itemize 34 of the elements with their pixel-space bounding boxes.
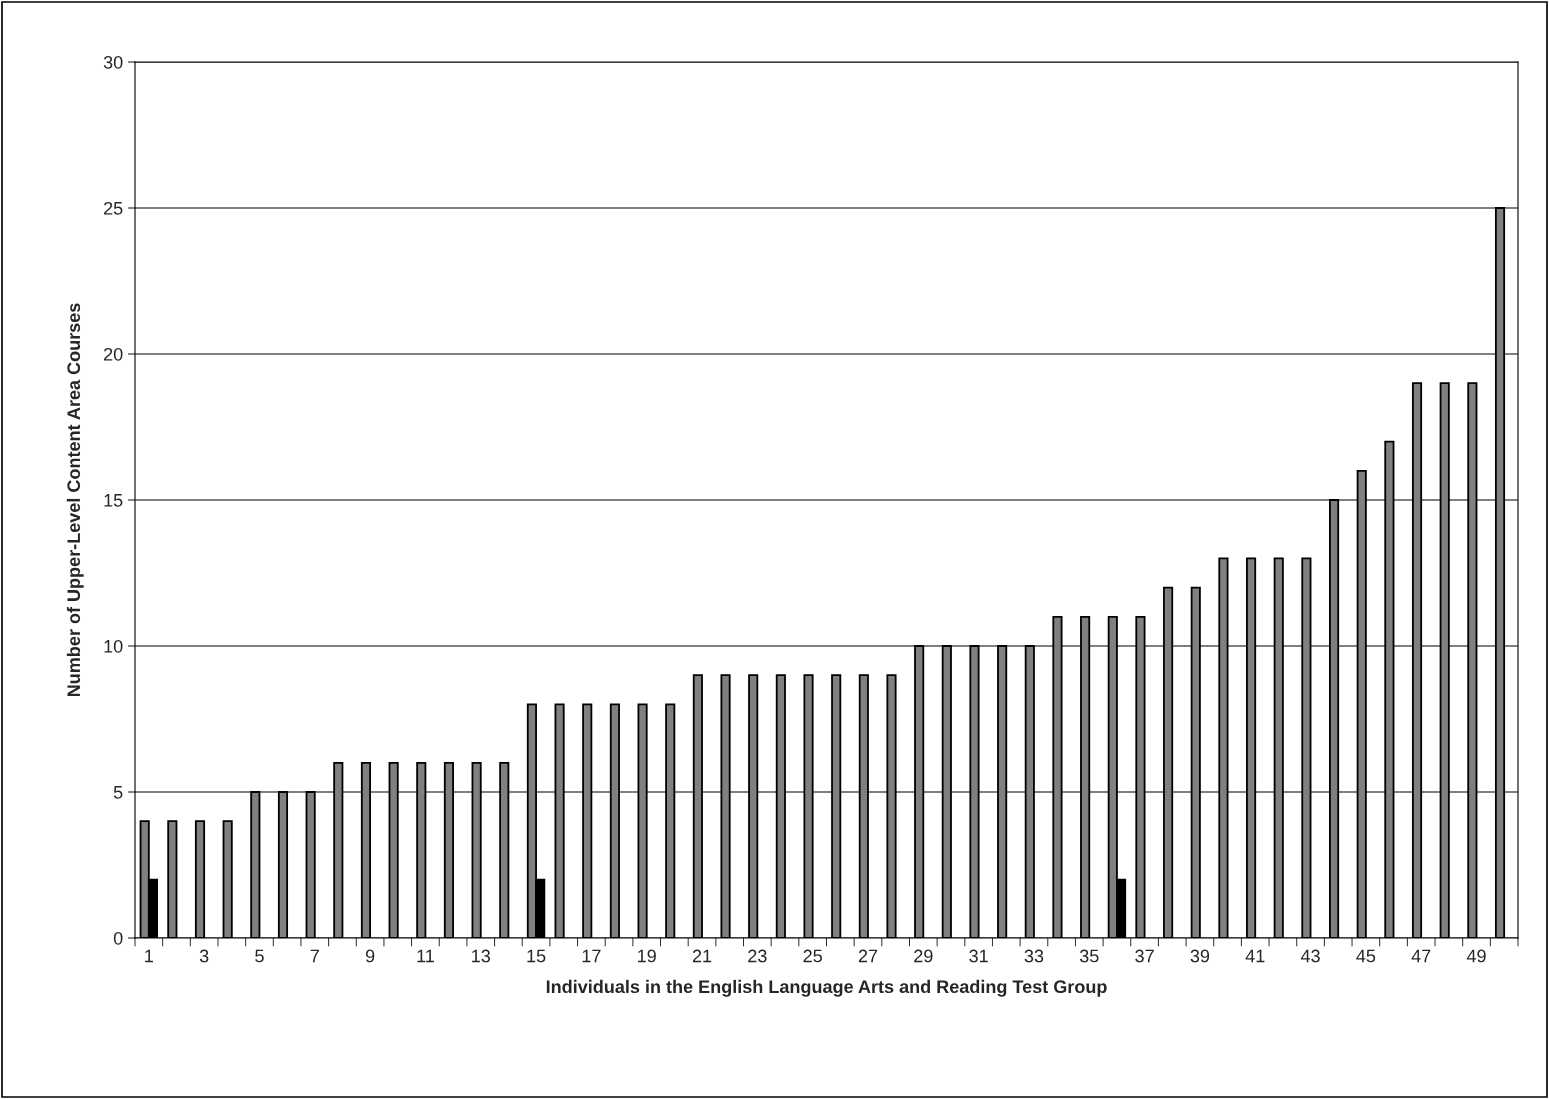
x-tick-label: 11 (417, 949, 434, 963)
x-tick-label: 3 (199, 949, 209, 963)
x-tick-label: 47 (1411, 949, 1431, 963)
x-tick-label: 31 (969, 949, 988, 963)
x-tick-label: 23 (748, 949, 767, 963)
x-tick-label: 45 (1356, 949, 1376, 963)
x-tick-label: 37 (1135, 949, 1154, 963)
x-tick-label: 21 (692, 949, 712, 963)
x-tick-label: 15 (527, 949, 546, 963)
y-tick-label: 15 (104, 494, 123, 507)
x-tick-label: 19 (638, 949, 656, 963)
y-tick-label: 0 (113, 931, 123, 945)
x-tick-label: 29 (914, 949, 933, 963)
x-tick-label: 43 (1300, 949, 1320, 963)
x-tick-label: 1 (145, 949, 153, 963)
y-axis-title: Number of Upper-Level Content Area Courses (66, 303, 84, 697)
x-tick-label: 49 (1466, 949, 1486, 963)
y-tick-label: 30 (103, 55, 123, 69)
x-tick-label: 35 (1079, 949, 1099, 963)
x-tick-label: 25 (803, 949, 822, 963)
y-tick-label: 20 (104, 347, 123, 361)
x-tick-label: 33 (1024, 949, 1044, 963)
x-tick-label: 27 (858, 949, 878, 963)
x-tick-label: 13 (472, 949, 490, 963)
x-tick-label: 5 (255, 949, 264, 963)
x-tick-label: 39 (1190, 949, 1210, 963)
x-axis-title: Individuals in the English Language Arts and Reading Test Group (546, 979, 1107, 997)
x-tick-label: 7 (310, 949, 319, 963)
y-tick-label: 10 (104, 639, 123, 653)
x-tick-label: 41 (1245, 949, 1265, 963)
y-tick-label: 25 (104, 201, 123, 215)
x-tick-label: 9 (365, 949, 375, 963)
y-tick-label: 5 (113, 786, 123, 799)
x-tick-label: 17 (582, 949, 601, 963)
